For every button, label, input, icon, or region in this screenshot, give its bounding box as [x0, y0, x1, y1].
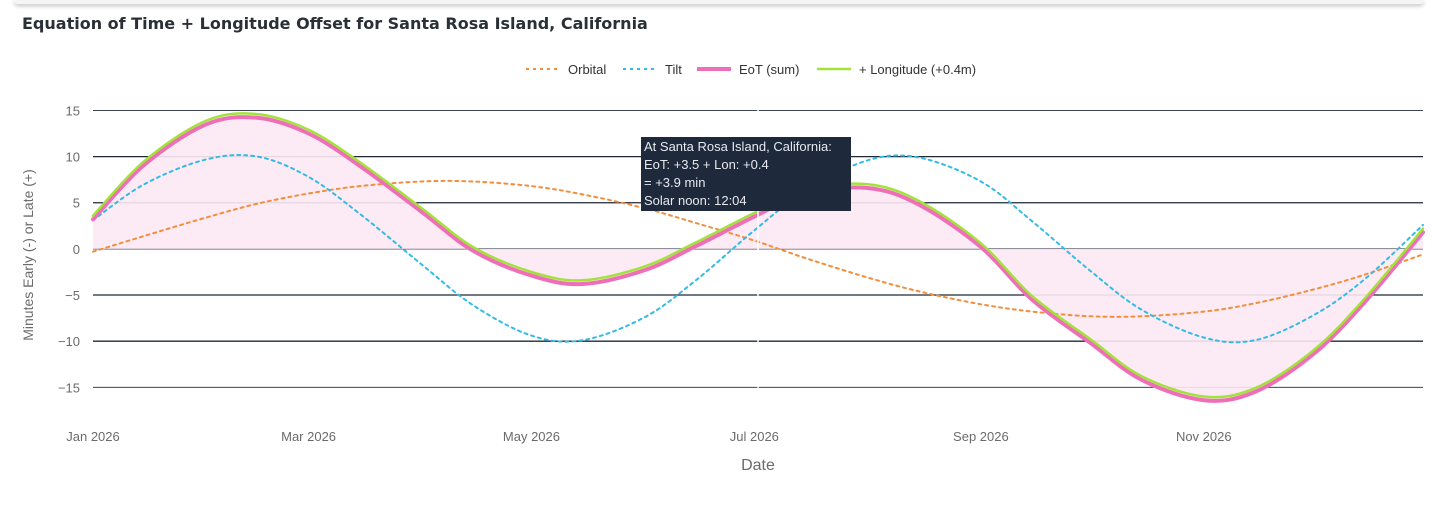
- y-axis-title: Minutes Early (-) or Late (+): [20, 169, 36, 341]
- longitude-series-line: [91, 112, 1425, 399]
- tooltip-solar-noon: Solar noon: 12:04: [644, 193, 747, 208]
- x-tick-label: Mar 2026: [281, 429, 336, 444]
- chart-title: Equation of Time + Longitude Offset for …: [22, 14, 648, 33]
- y-tick-label: −10: [58, 334, 80, 349]
- y-tick-label: −5: [65, 288, 80, 303]
- x-tick-label: Nov 2026: [1176, 429, 1232, 444]
- series-lines: [91, 112, 1425, 403]
- axes: Minutes Early (-) or Late (+) Date −15 −1…: [20, 103, 1232, 474]
- x-tick-label: Sep 2026: [953, 429, 1009, 444]
- eot-fill-path: [93, 117, 1423, 401]
- tooltip-location: At Santa Rosa Island, California:: [644, 139, 832, 154]
- x-tick-label: Jan 2026: [66, 429, 120, 444]
- legend-label: + Longitude (+0.4m): [859, 62, 976, 77]
- legend-label: EoT (sum): [739, 62, 799, 77]
- x-axis-title: Date: [741, 457, 775, 474]
- x-tick-label: May 2026: [503, 429, 560, 444]
- legend-label: Tilt: [665, 62, 682, 77]
- y-tick-label: −15: [58, 380, 80, 395]
- y-tick-label: 5: [73, 196, 80, 211]
- tooltip-breakdown: EoT: +3.5 + Lon: +0.4: [644, 157, 769, 172]
- x-tick-label: Jul 2026: [730, 429, 779, 444]
- y-tick-label: 10: [66, 150, 80, 165]
- y-tick-label: 15: [66, 103, 80, 118]
- eot-fill-area: [93, 117, 1423, 401]
- hover-tooltip: At Santa Rosa Island, California: EoT: +…: [641, 137, 851, 211]
- card-top-edge: [14, 0, 1424, 4]
- legend-label: Orbital: [568, 62, 606, 77]
- tooltip-total: = +3.9 min: [644, 175, 706, 190]
- eot-series-line: [91, 115, 1425, 403]
- y-tick-label: 0: [73, 242, 80, 257]
- legend: Orbital Tilt EoT (sum) + Longitude (+0.4m): [526, 62, 976, 77]
- orbital-series-line: [92, 179, 1424, 318]
